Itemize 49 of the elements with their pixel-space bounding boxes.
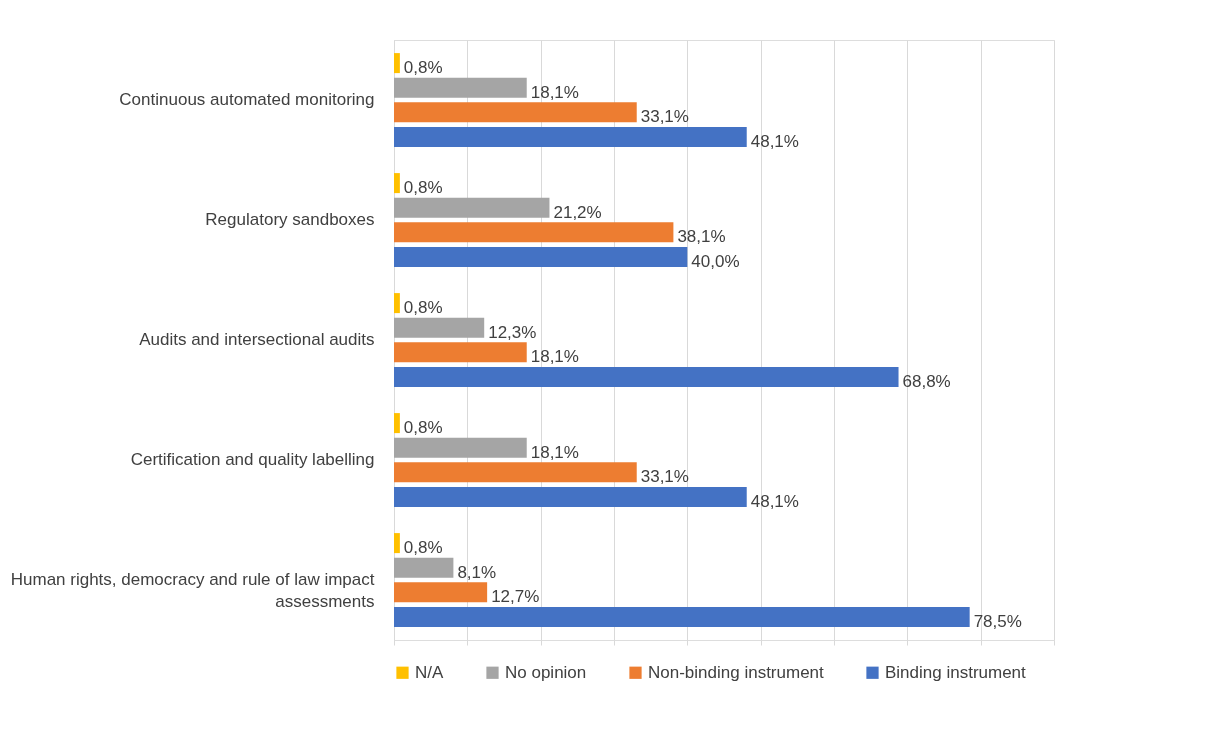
y-tick-label: Human rights, democracy and rule of law impact assessments bbox=[10, 570, 375, 611]
data-label: 0,8% bbox=[403, 58, 443, 78]
bar bbox=[394, 557, 454, 578]
data-label: 0,8% bbox=[403, 298, 443, 318]
data-label: 48,1% bbox=[750, 491, 799, 511]
bar bbox=[394, 533, 400, 554]
bar bbox=[394, 222, 674, 243]
data-label: 0,8% bbox=[403, 418, 443, 438]
y-tick-label: Regulatory sandboxes bbox=[205, 210, 375, 229]
legend-label: Non-binding instrument bbox=[648, 662, 825, 682]
bar bbox=[394, 413, 400, 434]
bar bbox=[394, 77, 527, 98]
bar bbox=[394, 317, 485, 338]
data-label: 68,8% bbox=[902, 371, 951, 391]
data-label: 40,0% bbox=[691, 251, 740, 271]
data-label: 33,1% bbox=[640, 107, 689, 127]
legend-label: Binding instrument bbox=[885, 662, 1027, 682]
bar bbox=[394, 53, 400, 74]
data-label: 78,5% bbox=[973, 611, 1022, 631]
data-label: 38,1% bbox=[677, 227, 726, 247]
data-label: 18,1% bbox=[530, 442, 579, 462]
bar bbox=[394, 582, 488, 603]
bar bbox=[394, 462, 637, 483]
bar bbox=[394, 342, 527, 363]
bar bbox=[394, 126, 747, 147]
data-label: 18,1% bbox=[530, 347, 579, 367]
data-label: 18,1% bbox=[530, 82, 579, 102]
data-label: 33,1% bbox=[640, 467, 689, 487]
data-label: 21,2% bbox=[553, 202, 602, 222]
data-label: 8,1% bbox=[457, 562, 497, 582]
bar bbox=[394, 486, 747, 507]
y-tick-label: Audits and intersectional audits bbox=[139, 330, 375, 349]
bar bbox=[394, 102, 637, 123]
bar bbox=[394, 197, 550, 218]
bar bbox=[394, 246, 688, 267]
legend-label: N/A bbox=[415, 662, 444, 682]
bar bbox=[394, 293, 400, 314]
y-tick-label: Certification and quality labelling bbox=[130, 450, 375, 469]
data-label: 0,8% bbox=[403, 178, 443, 198]
data-label: 48,1% bbox=[750, 131, 799, 151]
bar bbox=[394, 173, 400, 194]
legend-label: No opinion bbox=[505, 662, 587, 682]
bar bbox=[394, 437, 527, 458]
data-label: 0,8% bbox=[403, 538, 443, 558]
data-label: 12,7% bbox=[491, 587, 540, 607]
bar bbox=[394, 366, 899, 387]
bar bbox=[394, 606, 970, 627]
y-tick-label: Continuous automated monitoring bbox=[119, 90, 375, 109]
data-label: 12,3% bbox=[488, 322, 537, 342]
